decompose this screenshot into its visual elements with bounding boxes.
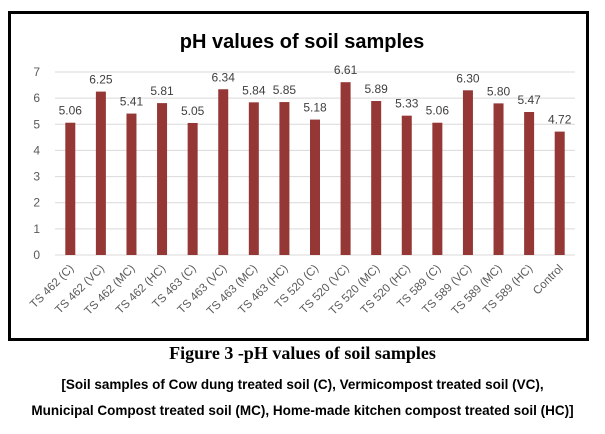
bar (95, 91, 106, 255)
data-label: 5.89 (364, 82, 388, 96)
figure-caption: Figure 3 -pH values of soil samples (169, 343, 436, 363)
bar (218, 89, 229, 255)
data-label: 5.06 (59, 104, 83, 118)
bar (65, 122, 76, 256)
data-label: 6.30 (456, 71, 480, 85)
chart-title: pH values of soil samples (180, 31, 425, 53)
data-label: 5.81 (150, 84, 174, 98)
bar (401, 115, 412, 255)
data-label: 5.80 (487, 84, 511, 98)
bar (279, 102, 290, 255)
bar (248, 102, 259, 255)
y-tick-label: 5 (33, 117, 40, 131)
caption-legend-line-2: Municipal Compost treated soil (MC), Hom… (31, 403, 574, 418)
data-label: 6.34 (212, 70, 236, 84)
data-label: 5.84 (242, 83, 266, 97)
data-label: 6.61 (334, 63, 358, 77)
data-label: 5.33 (395, 97, 419, 111)
bar-chart: pH values of soil samples012345675.06TS … (28, 31, 575, 318)
bar (371, 101, 382, 255)
bar (310, 119, 320, 255)
data-label: 5.18 (303, 101, 327, 115)
data-label: 5.85 (273, 83, 297, 97)
y-tick-label: 1 (33, 222, 40, 236)
x-tick-label: Control (531, 263, 566, 298)
bar (432, 122, 443, 256)
y-tick-label: 6 (33, 91, 40, 105)
chart-frame (8, 11, 589, 341)
data-label: 4.72 (548, 113, 572, 127)
data-label: 6.25 (89, 73, 113, 87)
bar (187, 122, 198, 255)
caption-legend-line-1: [Soil samples of Cow dung treated soil (… (61, 377, 544, 392)
bar (554, 131, 565, 255)
bar (462, 90, 473, 255)
bar (126, 113, 137, 256)
y-tick-label: 0 (33, 248, 40, 262)
bar (340, 82, 351, 256)
y-tick-label: 3 (33, 170, 40, 184)
data-label: 5.05 (181, 104, 205, 118)
y-tick-label: 2 (33, 196, 40, 210)
y-tick-label: 4 (33, 143, 40, 157)
bar (524, 111, 535, 256)
data-label: 5.41 (120, 95, 144, 109)
bar (493, 103, 504, 255)
y-tick-label: 7 (33, 65, 40, 79)
data-label: 5.47 (517, 93, 541, 107)
data-label: 5.06 (426, 104, 450, 118)
bar (157, 103, 168, 255)
